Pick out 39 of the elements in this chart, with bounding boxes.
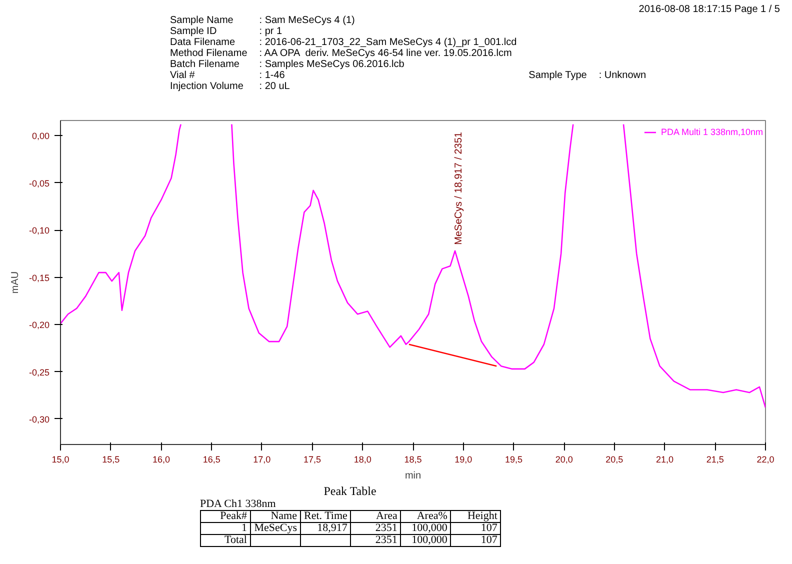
x-tick-label: 21,5 bbox=[706, 454, 724, 464]
y-tick-label: -0,10 bbox=[28, 226, 50, 236]
text: Peak# Name Ret. Time Area Area% Height bbox=[220, 510, 498, 522]
text: Total 2351 100,000 107 bbox=[224, 534, 498, 546]
text: Injection Volume : 20 uL bbox=[170, 81, 290, 92]
x-tick-label: 18,0 bbox=[354, 454, 372, 464]
x-tick-label: 16,5 bbox=[202, 454, 220, 464]
y-tick-label: -0,05 bbox=[28, 178, 50, 188]
x-axis-title: min bbox=[404, 470, 422, 482]
x-tick-label: 20,0 bbox=[555, 454, 573, 464]
y-tick-label: -0,20 bbox=[28, 320, 50, 330]
legend-label: PDA Multi 1 338nm,10nm bbox=[660, 127, 763, 137]
x-tick-label: 16,0 bbox=[152, 454, 170, 464]
y-tick-label: 0,00 bbox=[32, 131, 50, 142]
text: Data Filename : 2016-06-21_1703_22_Sam MeSeCys 4 (1)_pr 1_001.lcd bbox=[170, 37, 517, 48]
text: Batch Filename : Samples MeSeCys 06.2016.lcb bbox=[170, 59, 404, 70]
x-tick-label: 19,5 bbox=[504, 454, 522, 464]
y-tick-label: -0,30 bbox=[28, 414, 50, 424]
x-tick-label: 22,0 bbox=[756, 454, 774, 464]
text: Method Filename : AA OPA deriv. MeSeCys 46-54 line ver. 19.05.2016.lcm bbox=[170, 48, 512, 59]
x-tick-label: 20,5 bbox=[606, 454, 624, 464]
text: Sample Name : Sam MeSeCys 4 (1) bbox=[170, 15, 355, 26]
x-tick-label: 15,5 bbox=[102, 454, 120, 464]
text: Sample ID : pr 1 bbox=[170, 26, 282, 37]
y-tick-label: -0,25 bbox=[28, 367, 50, 378]
text: Peak Table bbox=[322, 484, 378, 499]
x-tick-label: 15,0 bbox=[52, 454, 70, 464]
x-tick-label: 17,5 bbox=[304, 454, 322, 464]
x-tick-label: 21,0 bbox=[656, 454, 674, 464]
x-tick-label: 17,0 bbox=[253, 454, 271, 464]
text: PDA Ch1 338nm bbox=[200, 498, 277, 510]
text: Vial # : 1-46 Sample Type : Unknown bbox=[170, 70, 646, 81]
x-tick-label: 18,5 bbox=[404, 454, 422, 464]
y-axis-title: mAU bbox=[10, 271, 21, 294]
text: 2016-08-08 18:17:15 Page 1 / 5 bbox=[638, 4, 780, 15]
y-tick-label: -0,15 bbox=[28, 272, 50, 283]
text: 1 MeSeCys 18,917 2351 100,000 107 bbox=[242, 522, 498, 534]
annotation: MeSeCys / 18,917 / 2351 bbox=[453, 132, 464, 245]
x-tick-label: 19,0 bbox=[454, 454, 472, 464]
